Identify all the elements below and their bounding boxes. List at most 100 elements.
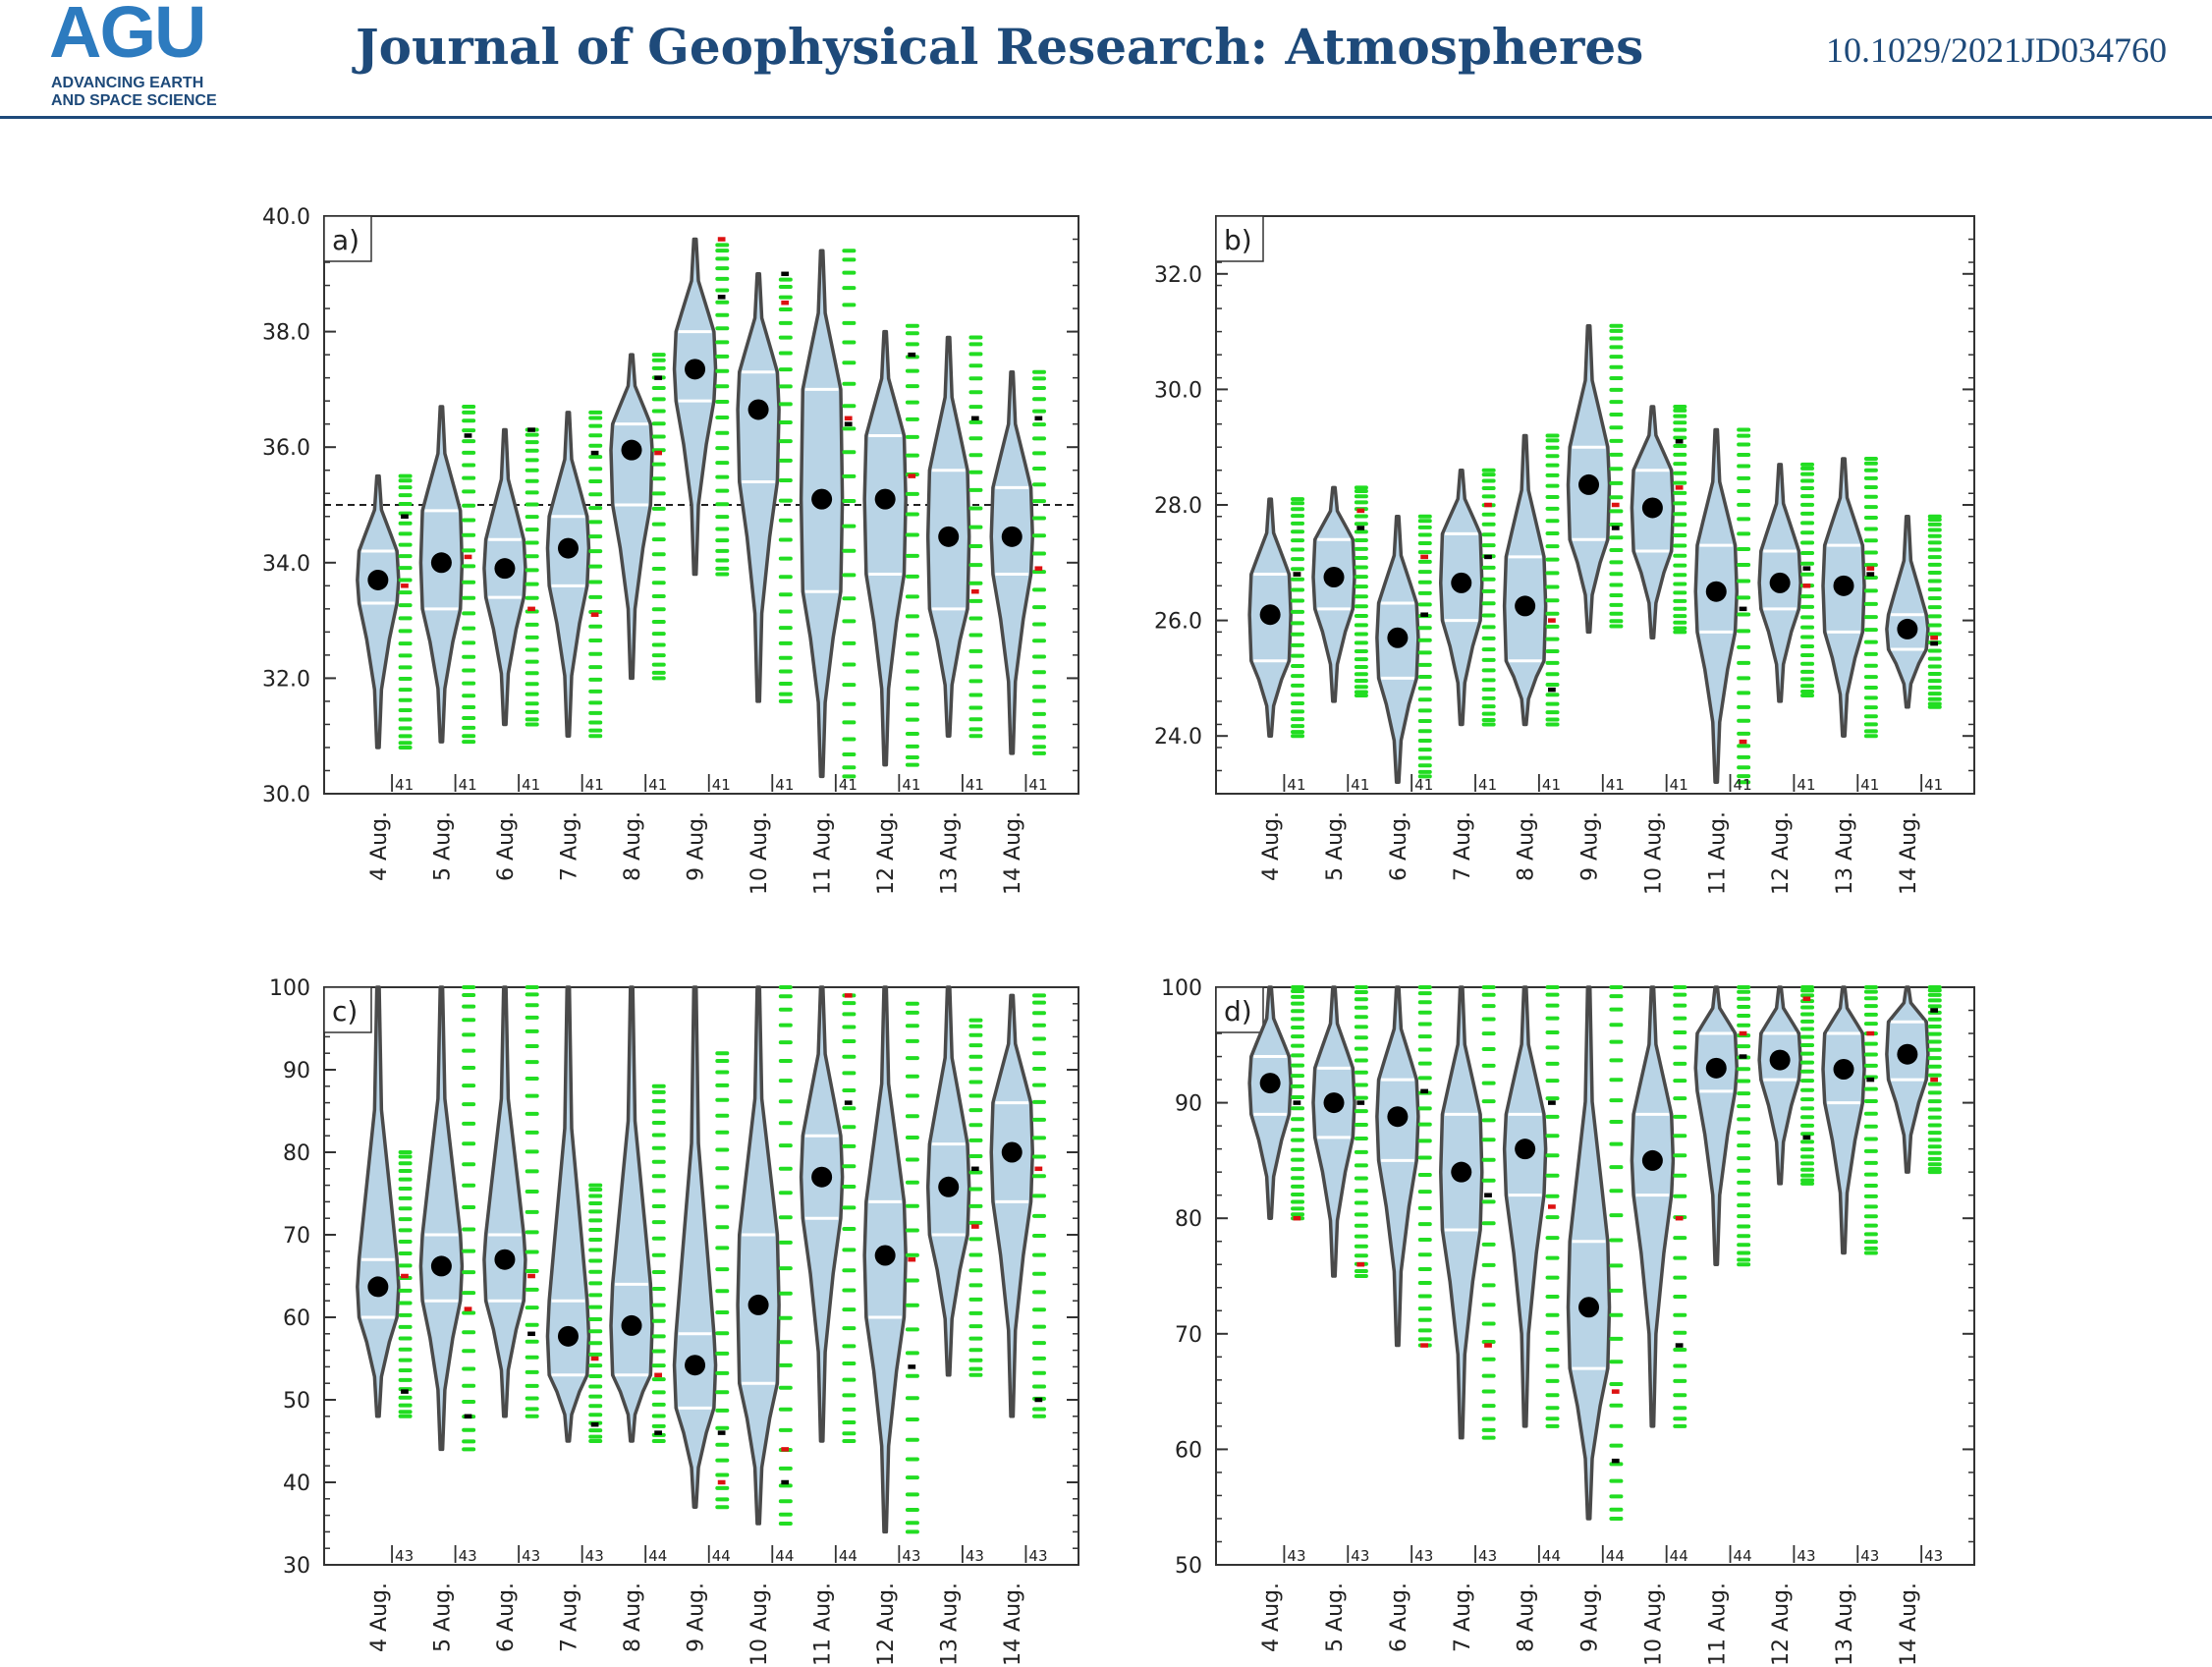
y-tick-label-c: 80 bbox=[283, 1141, 310, 1166]
panel-label-box-d bbox=[1215, 986, 1264, 1033]
mean-dot-a bbox=[430, 552, 452, 574]
x-tick-label-b: 6 Aug. bbox=[1387, 811, 1411, 881]
violin-d bbox=[1311, 985, 1356, 1278]
violin-a bbox=[736, 272, 781, 703]
violin-b bbox=[1821, 457, 1866, 738]
x-tick-label-c: 12 Aug. bbox=[874, 1583, 899, 1666]
mean-dot-d bbox=[1387, 1106, 1409, 1128]
y-tick-label-c: 40 bbox=[283, 1472, 310, 1496]
x-tick-label-a: 5 Aug. bbox=[430, 811, 455, 881]
y-tick-label-a: 32.0 bbox=[262, 667, 310, 692]
count-label-b: 41 bbox=[1351, 776, 1369, 794]
count-label-b: 41 bbox=[1606, 776, 1625, 794]
journal-title: Journal of Geophysical Research: Atmosph… bbox=[356, 18, 1644, 76]
x-tick-label-d: 6 Aug. bbox=[1387, 1583, 1411, 1652]
y-tick-label-d: 100 bbox=[1161, 976, 1202, 1001]
y-tick-label-b: 24.0 bbox=[1154, 725, 1202, 750]
x-tick-label-c: 11 Aug. bbox=[811, 1583, 836, 1666]
doi-label: 10.1029/2021JD034760 bbox=[1825, 30, 2167, 70]
mean-dot-d bbox=[1833, 1058, 1854, 1080]
violin-c bbox=[482, 985, 527, 1418]
x-tick-label-b: 9 Aug. bbox=[1578, 811, 1603, 881]
mean-dot-c bbox=[430, 1255, 452, 1277]
mean-dot-a bbox=[747, 399, 769, 420]
mean-dot-c bbox=[494, 1249, 516, 1270]
panel-label-box-c bbox=[323, 986, 372, 1033]
x-tick-label-b: 4 Aug. bbox=[1259, 811, 1284, 881]
mean-dot-a bbox=[621, 439, 642, 461]
mean-dot-a bbox=[811, 488, 833, 510]
mean-dot-c bbox=[621, 1314, 642, 1336]
y-tick-label-c: 60 bbox=[283, 1306, 310, 1331]
count-label-b: 41 bbox=[1797, 776, 1815, 794]
violin-a bbox=[356, 473, 401, 750]
count-label-a: 41 bbox=[775, 776, 794, 794]
x-tick-label-b: 14 Aug. bbox=[1897, 811, 1921, 895]
violin-c bbox=[356, 985, 401, 1418]
y-tick-label-c: 70 bbox=[283, 1224, 310, 1249]
y-tick-label-d: 60 bbox=[1175, 1438, 1202, 1463]
x-tick-label-c: 10 Aug. bbox=[747, 1583, 772, 1666]
mean-dot-d bbox=[1259, 1073, 1281, 1094]
mean-dot-c bbox=[557, 1325, 579, 1347]
x-tick-label-c: 4 Aug. bbox=[367, 1583, 392, 1652]
count-label-a: 41 bbox=[648, 776, 667, 794]
panel-label-b: b) bbox=[1224, 224, 1252, 256]
x-tick-label-d: 8 Aug. bbox=[1515, 1583, 1539, 1652]
mean-dot-b bbox=[1833, 575, 1854, 596]
count-label-a: 41 bbox=[839, 776, 857, 794]
violin-a bbox=[672, 237, 718, 577]
mean-dot-d bbox=[1897, 1043, 1918, 1065]
count-label-b: 41 bbox=[1734, 776, 1752, 794]
violin-d bbox=[1757, 985, 1802, 1186]
count-label-c: 43 bbox=[395, 1547, 414, 1565]
count-label-c: 43 bbox=[522, 1547, 540, 1565]
count-label-c: 43 bbox=[1028, 1547, 1047, 1565]
x-tick-label-b: 8 Aug. bbox=[1515, 811, 1539, 881]
count-label-a: 41 bbox=[902, 776, 920, 794]
x-tick-label-b: 10 Aug. bbox=[1641, 811, 1666, 895]
mean-dot-a bbox=[1001, 526, 1023, 547]
agu-logo: AGU ADVANCING EARTH AND SPACE SCIENCE bbox=[47, 0, 224, 110]
count-label-c: 44 bbox=[648, 1547, 667, 1565]
violin-d bbox=[1439, 985, 1484, 1440]
count-label-b: 41 bbox=[1860, 776, 1879, 794]
violin-c bbox=[545, 985, 591, 1443]
count-label-b: 41 bbox=[1670, 776, 1688, 794]
mean-dot-c bbox=[938, 1176, 960, 1197]
x-tick-label-a: 6 Aug. bbox=[494, 811, 519, 881]
count-label-c: 44 bbox=[839, 1547, 857, 1565]
count-label-d: 43 bbox=[1287, 1547, 1305, 1565]
violin-b bbox=[1375, 515, 1420, 784]
y-tick-label-c: 100 bbox=[269, 976, 310, 1001]
violin-b bbox=[1630, 405, 1676, 639]
y-tick-label-b: 32.0 bbox=[1154, 263, 1202, 288]
mean-dot-d bbox=[1641, 1149, 1663, 1171]
panel-label-box-a bbox=[323, 215, 372, 262]
x-tick-label-a: 9 Aug. bbox=[685, 811, 709, 881]
x-tick-label-c: 9 Aug. bbox=[685, 1583, 709, 1652]
count-label-d: 44 bbox=[1670, 1547, 1688, 1565]
count-label-c: 43 bbox=[585, 1547, 604, 1565]
x-tick-label-a: 13 Aug. bbox=[938, 811, 963, 895]
x-tick-label-b: 5 Aug. bbox=[1323, 811, 1348, 881]
count-label-d: 43 bbox=[1414, 1547, 1433, 1565]
mean-dot-d bbox=[1769, 1049, 1791, 1071]
x-tick-label-a: 4 Aug. bbox=[367, 811, 392, 881]
y-tick-label-a: 34.0 bbox=[262, 552, 310, 577]
mean-dot-b bbox=[1323, 567, 1345, 587]
x-tick-label-a: 14 Aug. bbox=[1001, 811, 1025, 895]
logo-wordmark: AGU bbox=[49, 0, 206, 73]
mean-dot-c bbox=[685, 1355, 706, 1376]
mean-dot-d bbox=[1578, 1297, 1600, 1318]
count-label-c: 44 bbox=[775, 1547, 794, 1565]
violin-d bbox=[1247, 985, 1293, 1220]
y-tick-label-a: 38.0 bbox=[262, 321, 310, 346]
x-tick-label-d: 14 Aug. bbox=[1897, 1583, 1921, 1666]
count-label-b: 41 bbox=[1542, 776, 1561, 794]
panel-label-c: c) bbox=[332, 995, 358, 1028]
x-tick-label-c: 14 Aug. bbox=[1001, 1583, 1025, 1666]
panel-label-a: a) bbox=[332, 224, 359, 256]
count-label-d: 43 bbox=[1860, 1547, 1879, 1565]
